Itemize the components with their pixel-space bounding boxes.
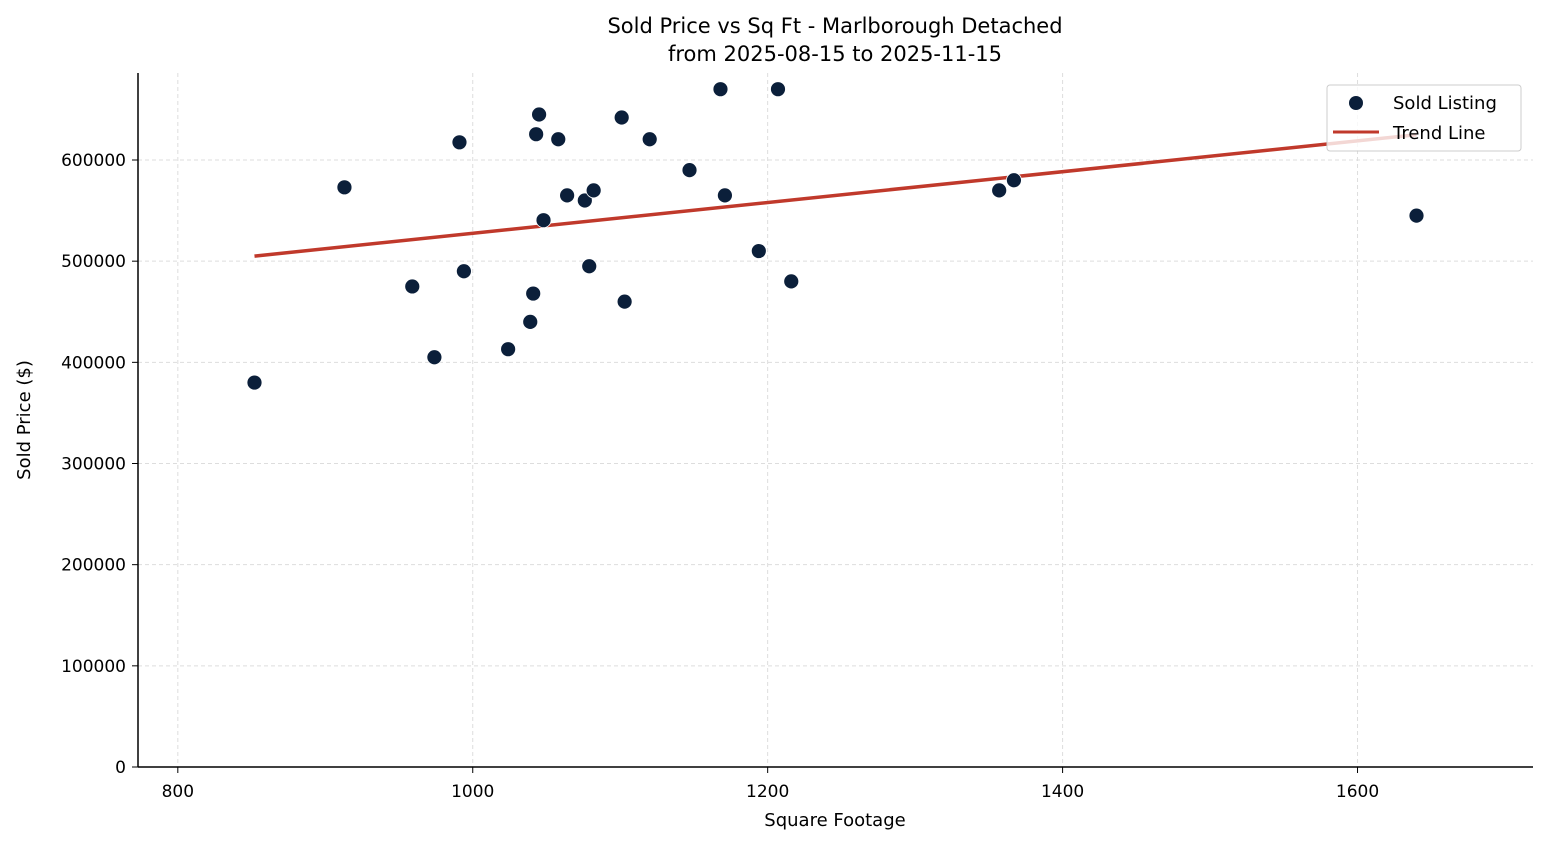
data-point: [783, 273, 800, 290]
x-tick-label: 800: [162, 782, 194, 802]
data-point: [522, 313, 539, 330]
data-point: [500, 341, 517, 358]
data-point: [535, 212, 552, 229]
data-point: [550, 131, 567, 148]
y-tick-label: 400000: [61, 353, 126, 373]
data-point: [641, 131, 658, 148]
data-point: [613, 109, 630, 126]
y-tick-label: 600000: [61, 151, 126, 171]
legend: Sold Listing Trend Line: [1326, 84, 1522, 152]
data-point: [1006, 172, 1022, 189]
data-point: [404, 278, 421, 295]
data-point: [581, 258, 598, 275]
chart-title: Sold Price vs Sq Ft - Marlborough Detach…: [607, 14, 1062, 38]
legend-marker-sold: [1349, 96, 1363, 110]
chart-subtitle: from 2025-08-15 to 2025-11-15: [668, 42, 1002, 66]
x-tick-label: 1200: [746, 782, 789, 802]
x-axis-label: Square Footage: [764, 810, 905, 831]
data-point: [528, 126, 545, 143]
data-point: [712, 81, 729, 98]
data-point: [616, 293, 633, 310]
data-point: [531, 106, 547, 123]
data-point: [991, 182, 1008, 199]
data-point: [246, 374, 263, 391]
data-point: [455, 263, 472, 280]
grid: [138, 73, 1533, 768]
y-tick-label: 300000: [61, 455, 126, 475]
data-point: [750, 243, 767, 259]
legend-label-trend: Trend Line: [1392, 123, 1486, 144]
y-tick-label: 0: [115, 758, 126, 778]
trend-line-layer: [254, 132, 1417, 258]
x-tick-label: 1400: [1041, 782, 1084, 802]
data-point: [559, 187, 576, 204]
data-point: [585, 182, 602, 199]
x-tick-label: 1600: [1336, 782, 1379, 802]
data-point: [1408, 207, 1425, 224]
y-tick-label: 200000: [61, 556, 126, 576]
legend-label-sold: Sold Listing: [1393, 93, 1497, 114]
trend-line: [254, 132, 1417, 258]
data-point: [451, 134, 468, 151]
points-layer: [246, 81, 1425, 391]
data-point: [681, 162, 698, 179]
x-tick-label: 1000: [451, 782, 494, 802]
legend-box: [1326, 84, 1522, 152]
data-point: [770, 81, 786, 98]
y-tick-label: 500000: [61, 252, 126, 272]
data-point: [576, 192, 593, 209]
data-point: [717, 187, 733, 204]
axes: 800 1000 1200 1400 1600 0 100000 200000 300000 40…: [61, 73, 1533, 802]
y-tick-label: 100000: [61, 657, 126, 677]
data-point: [336, 179, 353, 196]
data-point: [525, 285, 542, 302]
data-point: [426, 349, 443, 366]
y-axis-label: Sold Price ($): [14, 360, 35, 480]
